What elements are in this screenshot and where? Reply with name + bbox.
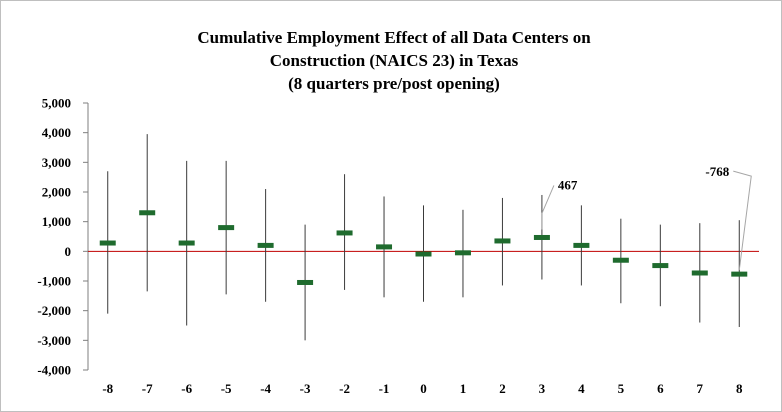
annotations: 467 -768 xyxy=(541,164,752,271)
y-tick-label: -3,000 xyxy=(37,333,71,348)
point-marker xyxy=(218,225,235,231)
point-marker xyxy=(494,238,511,244)
point-marker xyxy=(376,244,393,250)
annotation-label: 467 xyxy=(558,177,578,192)
x-tick-label: 0 xyxy=(420,381,427,396)
x-tick-label: -6 xyxy=(181,381,192,396)
chart-title-line-1: Cumulative Employment Effect of all Data… xyxy=(197,28,591,47)
point-marker xyxy=(612,257,629,263)
annotation-leader-line xyxy=(733,170,752,271)
x-tick-label: 2 xyxy=(499,381,506,396)
y-tick-label: 1,000 xyxy=(42,214,71,229)
y-tick-label: 5,000 xyxy=(42,96,71,111)
x-tick-label: 4 xyxy=(578,381,585,396)
point-marker xyxy=(533,234,550,240)
y-axis: 5,000 4,000 3,000 2,000 1,000 0 -1,000 -2,000 -3… xyxy=(37,96,89,378)
point-marker xyxy=(257,242,274,248)
point-marker xyxy=(415,251,432,257)
x-tick-label: -3 xyxy=(300,381,311,396)
y-tick-label: 2,000 xyxy=(42,185,71,200)
x-tick-label: 8 xyxy=(736,381,743,396)
y-tick-label: -2,000 xyxy=(37,303,71,318)
x-tick-label: 3 xyxy=(539,381,546,396)
x-tick-label: 1 xyxy=(460,381,467,396)
point-marker xyxy=(691,270,708,276)
x-tick-label: 6 xyxy=(657,381,664,396)
x-tick-label: 7 xyxy=(697,381,704,396)
x-tick-label: -4 xyxy=(260,381,271,396)
x-tick-label: -7 xyxy=(142,381,153,396)
x-axis: -8 -7 -6 -5 -4 -3 -2 -1 0 1 2 3 4 5 6 7 8 xyxy=(102,381,743,396)
x-tick-label: -2 xyxy=(339,381,350,396)
point-markers xyxy=(99,210,748,285)
x-tick-label: -1 xyxy=(379,381,390,396)
y-tick-label: 0 xyxy=(65,244,72,259)
point-marker xyxy=(297,279,314,285)
annotation-label: -768 xyxy=(705,164,729,179)
point-marker xyxy=(731,271,748,277)
y-tick-label: -4,000 xyxy=(37,363,71,378)
x-tick-label: -5 xyxy=(221,381,232,396)
point-marker xyxy=(139,210,156,216)
point-marker xyxy=(573,242,590,248)
x-tick-label: 5 xyxy=(618,381,625,396)
point-marker xyxy=(99,240,116,246)
chart-title-line-3: (8 quarters pre/post opening) xyxy=(288,74,500,93)
chart-title: Cumulative Employment Effect of all Data… xyxy=(197,28,591,93)
y-tick-label: 3,000 xyxy=(42,155,71,170)
point-marker xyxy=(454,250,471,256)
y-tick-label: 4,000 xyxy=(42,125,71,140)
point-marker xyxy=(336,230,353,236)
y-tick-label: -1,000 xyxy=(37,274,71,289)
annotation-leader-line xyxy=(541,185,555,230)
point-marker xyxy=(652,263,669,269)
point-marker xyxy=(178,240,195,246)
chart-title-line-2: Construction (NAICS 23) in Texas xyxy=(270,51,519,70)
x-tick-label: -8 xyxy=(102,381,113,396)
error-bars xyxy=(107,134,740,341)
